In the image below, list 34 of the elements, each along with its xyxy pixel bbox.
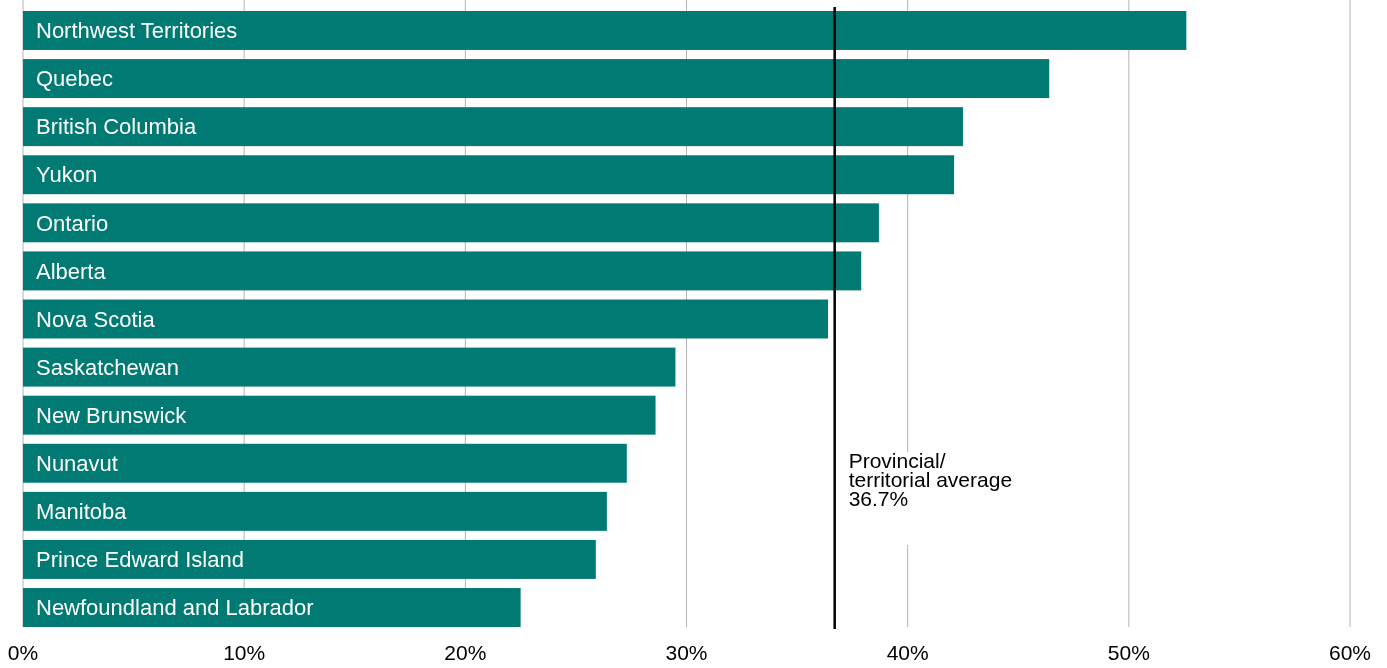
bar [23, 299, 829, 339]
bar [23, 491, 607, 531]
bar [23, 443, 627, 483]
x-tick-label: 50% [1107, 641, 1150, 664]
y-tick-label: Prince Edward Island [36, 547, 244, 573]
y-tick-label: Yukon [36, 162, 98, 188]
bar [23, 107, 963, 147]
ref-line-label: Provincial/ territorial average 36.7% [848, 449, 1013, 510]
x-tick-label: 0% [7, 641, 39, 664]
x-tick-label: 30% [665, 641, 708, 664]
x-tick-label: 60% [1328, 641, 1372, 664]
bar [23, 588, 521, 627]
y-tick-label: New Brunswick [36, 402, 188, 428]
bar [23, 395, 656, 435]
y-tick-label: Alberta [36, 258, 107, 284]
bar [23, 251, 862, 291]
y-tick-label: Quebec [36, 66, 114, 92]
bar [23, 347, 676, 387]
y-tick-label: Saskatchewan [36, 354, 180, 380]
x-tick-label: 40% [886, 641, 929, 664]
bar [23, 11, 1187, 50]
bar [23, 155, 955, 195]
y-tick-label: Manitoba [36, 499, 128, 525]
y-tick-label: Newfoundland and Labrador [36, 595, 314, 621]
y-tick-label: Nova Scotia [36, 306, 156, 332]
y-tick-label: Ontario [36, 210, 109, 236]
bar [23, 203, 879, 243]
bar [23, 539, 596, 579]
y-tick-label: Northwest Territories [36, 18, 238, 44]
x-tick-label: 20% [444, 641, 487, 664]
x-tick-label: 10% [223, 641, 266, 664]
y-tick-label: British Columbia [36, 114, 197, 140]
bar [23, 59, 1050, 99]
y-tick-label: Nunavut [36, 450, 118, 476]
